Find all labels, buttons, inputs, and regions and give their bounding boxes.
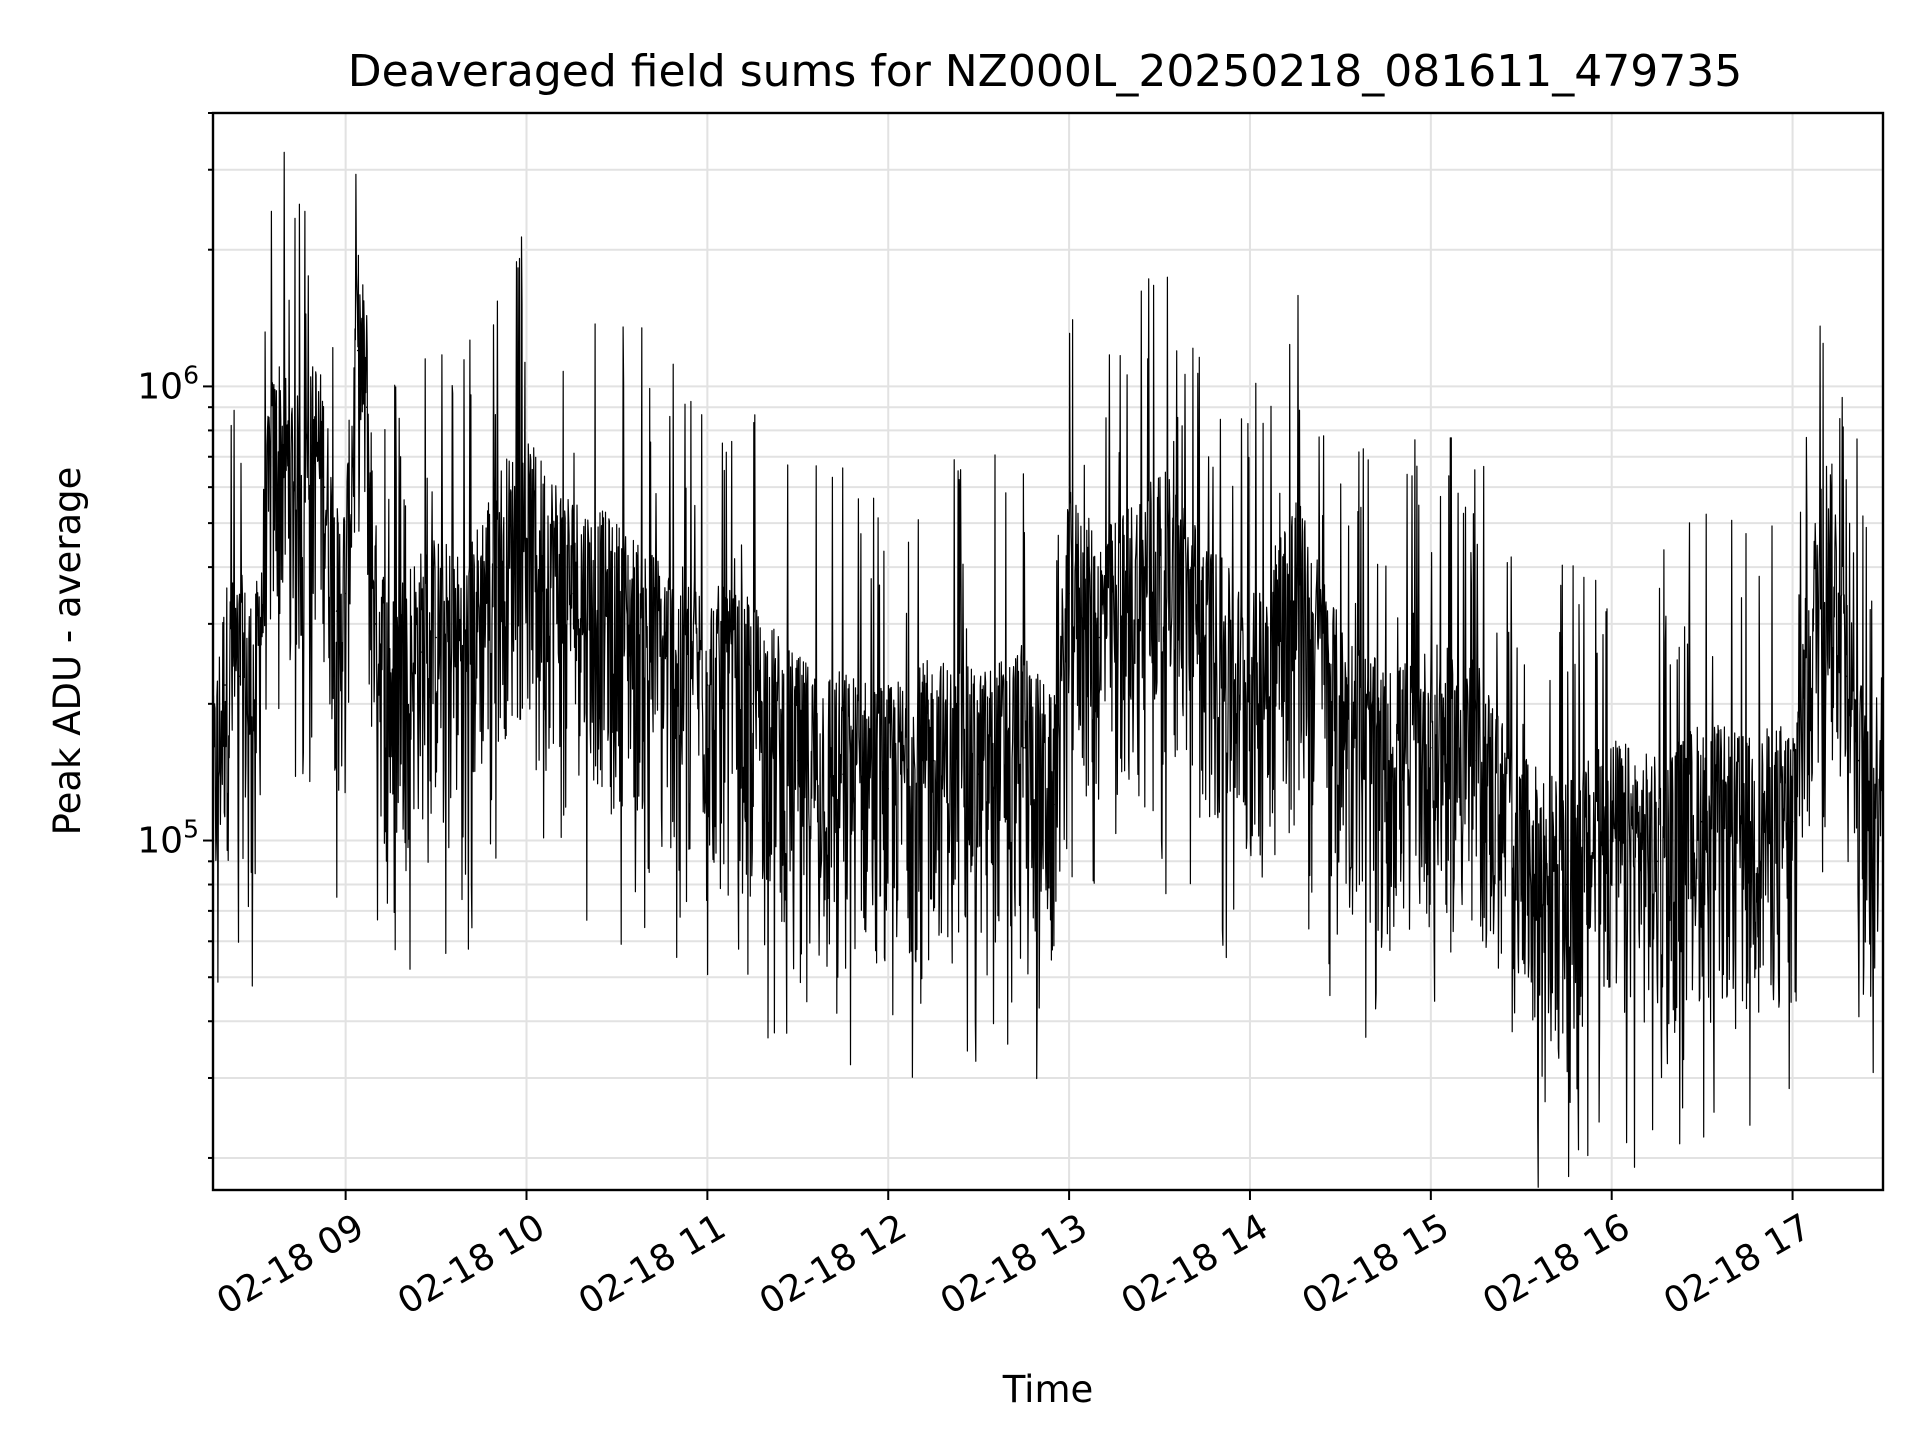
- y-tick-label: 106: [137, 360, 199, 407]
- data-point: [465, 659, 468, 661]
- data-point: [323, 486, 326, 489]
- data-point: [932, 759, 935, 762]
- data-point: [797, 759, 799, 762]
- data-point: [365, 406, 368, 409]
- y-tick-label: 105: [137, 815, 199, 862]
- data-point: [1098, 636, 1100, 639]
- data-point: [284, 470, 287, 473]
- data-point: [570, 592, 573, 595]
- data-point: [1023, 747, 1025, 749]
- chart-title: Deaveraged field sums for NZ000L_2025021…: [348, 46, 1742, 97]
- data-point: [390, 703, 392, 705]
- data-point: [335, 610, 338, 612]
- x-axis-label: Time: [1002, 1368, 1094, 1411]
- plot-frame: [211, 111, 1885, 1192]
- data-point: [420, 651, 422, 653]
- data-point: [1520, 860, 1523, 863]
- y-axis-label: Peak ADU - average: [46, 467, 89, 836]
- data-point: [1610, 839, 1613, 842]
- data-point: [1158, 566, 1161, 568]
- data-point: [1701, 820, 1703, 823]
- data-point: [1870, 860, 1872, 863]
- data-point: [1204, 636, 1206, 639]
- data-point: [525, 543, 528, 545]
- data-point: [278, 456, 281, 458]
- data-point: [405, 659, 407, 661]
- data-point: [1846, 675, 1848, 678]
- data-point: [254, 703, 256, 705]
- data-point: [1339, 723, 1342, 726]
- data-point: [495, 566, 498, 568]
- data-point: [1053, 803, 1055, 806]
- data-point: [1384, 773, 1387, 775]
- data-point: [356, 349, 359, 352]
- data-point: [661, 659, 663, 661]
- data-point: [375, 623, 377, 625]
- data-point: [1565, 883, 1568, 886]
- data-point: [224, 684, 226, 686]
- data-point: [1128, 604, 1131, 606]
- data-point: [1812, 623, 1815, 625]
- data-point: [269, 486, 272, 489]
- data-point: [435, 636, 437, 639]
- data-point: [1249, 703, 1251, 705]
- data-point: [299, 503, 302, 506]
- grid: [213, 112, 1883, 1190]
- data-point: [1746, 839, 1749, 842]
- data-point: [1294, 592, 1296, 595]
- data-point: [751, 703, 754, 705]
- data-point: [1827, 543, 1830, 545]
- data-point: [706, 684, 709, 686]
- data-point: [1430, 747, 1432, 749]
- data-point: [842, 773, 844, 775]
- data-point: [314, 456, 317, 458]
- data-point: [887, 788, 889, 790]
- data-point: [1858, 759, 1860, 762]
- data-point: [1656, 860, 1658, 863]
- data-point: [239, 675, 241, 678]
- data-point: [1791, 820, 1794, 823]
- series-line: [212, 151, 1884, 1188]
- data-point: [1068, 592, 1070, 595]
- data-point: [1475, 759, 1477, 762]
- data-point: [344, 592, 347, 595]
- data-point: [616, 623, 618, 625]
- data-point: [977, 773, 980, 775]
- series-layer: [212, 151, 1884, 1188]
